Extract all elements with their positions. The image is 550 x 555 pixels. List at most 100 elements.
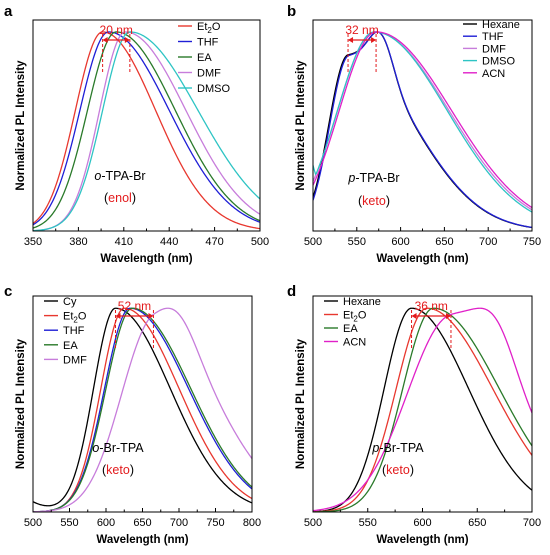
legend-label-thf: THF <box>63 325 85 337</box>
series-line-et2o <box>33 307 252 512</box>
x-axis-title: Wavelength (nm) <box>376 253 468 265</box>
span-label: 52 nm <box>118 299 151 313</box>
series-group <box>313 307 532 512</box>
x-tick-label: 600 <box>97 517 115 529</box>
span-label: 20 nm <box>100 23 133 37</box>
span-label: 36 nm <box>415 299 448 313</box>
plot-frame <box>32 19 261 232</box>
series-line-acn <box>313 31 532 209</box>
y-axis-title: Normalized PL Intensity <box>15 338 27 469</box>
form-label: (keto) <box>358 194 390 208</box>
x-tick-label: 650 <box>133 517 151 529</box>
legend-label-ea: EA <box>63 340 78 352</box>
legend-label-ea: EA <box>343 323 358 335</box>
panel-letter: c <box>4 283 12 300</box>
legend-label-hexane: Hexane <box>482 19 520 31</box>
x-tick-label: 650 <box>468 517 486 529</box>
form-name: keto <box>386 463 410 477</box>
series-group <box>313 31 532 229</box>
series-line-dmso <box>313 31 532 213</box>
x-tick-label: 700 <box>479 236 497 248</box>
x-tick-label: 410 <box>115 236 133 248</box>
series-line-dmso <box>33 31 260 231</box>
form-label: (keto) <box>102 463 134 477</box>
series-line-et2o <box>313 307 532 512</box>
legend-label-ea: EA <box>197 52 212 64</box>
form-label: (keto) <box>382 463 414 477</box>
span-arrowhead-left <box>102 37 108 43</box>
molecule-suffix: -TPA-Br <box>101 169 145 183</box>
molecule-suffix: -TPA-Br <box>355 171 399 185</box>
series-group <box>33 307 252 512</box>
legend-label-thf: THF <box>197 37 219 49</box>
x-tick-label: 600 <box>391 236 409 248</box>
series-line-acn <box>313 307 532 512</box>
form-name: keto <box>106 463 130 477</box>
x-tick-label: 500 <box>304 236 322 248</box>
series-line-ea <box>33 31 260 229</box>
panel-letter: d <box>287 283 296 300</box>
x-tick-label: 500 <box>251 236 269 248</box>
legend-label-dmso: DMSO <box>482 56 515 68</box>
legend-label-dmf: DMF <box>63 354 87 366</box>
x-tick-label: 550 <box>348 236 366 248</box>
span-arrowhead-left <box>115 313 121 319</box>
legend-label-hexane: Hexane <box>343 296 381 308</box>
legend-label-dmf: DMF <box>482 43 506 55</box>
series-line-thf <box>313 31 532 229</box>
x-tick-label: 470 <box>205 236 223 248</box>
molecule-label: o-Br-TPA <box>92 441 144 455</box>
panel-c: 500 550 600 650 700 750 800 Wavelength (nm) Norm… <box>4 283 261 546</box>
y-axis-title: Normalized PL Intensity <box>15 60 27 191</box>
x-tick-label: 550 <box>60 517 78 529</box>
x-tick-label: 750 <box>523 236 541 248</box>
legend-label-cy: Cy <box>63 296 77 308</box>
x-tick-label: 700 <box>170 517 188 529</box>
series-line-ea <box>313 307 532 512</box>
x-tick-label: 350 <box>24 236 42 248</box>
series-line-thf <box>33 307 252 512</box>
panel-b: 500 550 600 650 700 750 Wavelength (nm) Normali… <box>287 3 541 265</box>
form-name: enol <box>108 191 132 205</box>
series-line-et2o <box>33 31 260 230</box>
span-label: 32 nm <box>345 23 378 37</box>
x-tick-label: 650 <box>435 236 453 248</box>
span-arrowhead-right <box>445 313 451 319</box>
x-tick-label: 750 <box>206 517 224 529</box>
panel-letter: a <box>4 3 13 20</box>
span-arrowhead-left <box>411 313 417 319</box>
x-tick-label: 440 <box>160 236 178 248</box>
legend-label-thf: THF <box>482 31 504 43</box>
molecule-label: p-Br-TPA <box>371 441 424 455</box>
series-line-hexane <box>313 307 532 512</box>
span-arrowhead-right <box>371 37 377 43</box>
form-label: (enol) <box>104 191 136 205</box>
x-axis-title: Wavelength (nm) <box>96 534 188 546</box>
series-line-ea <box>33 307 252 512</box>
series-line-dmf <box>33 307 252 512</box>
series-line-cy <box>33 307 252 507</box>
x-axis-title: Wavelength (nm) <box>100 253 192 265</box>
molecule-prefix: p <box>371 441 379 455</box>
span-arrowhead-left <box>348 37 354 43</box>
x-axis-title: Wavelength (nm) <box>376 534 468 546</box>
molecule-label: o-TPA-Br <box>94 169 145 183</box>
legend-label-acn: ACN <box>343 337 366 349</box>
x-tick-label: 500 <box>24 517 42 529</box>
legend-label-et2o: Et2O <box>343 310 367 324</box>
y-axis-title: Normalized PL Intensity <box>295 338 307 469</box>
molecule-prefix: o <box>92 441 99 455</box>
x-tick-label: 800 <box>243 517 261 529</box>
molecule-suffix: -Br-TPA <box>99 441 144 455</box>
series-line-dmf <box>33 31 260 231</box>
series-line-thf <box>33 31 260 226</box>
panel-letter: b <box>287 3 296 20</box>
x-tick-label: 500 <box>304 517 322 529</box>
legend-label-dmf: DMF <box>197 68 221 80</box>
span-arrowhead-right <box>124 37 130 43</box>
panel-d: 500 550 600 650 700 Wavelength (nm) Normalized… <box>287 283 541 546</box>
legend-label-acn: ACN <box>482 68 505 80</box>
span-arrowhead-right <box>148 313 154 319</box>
legend-label-et2o: Et2O <box>63 311 87 325</box>
